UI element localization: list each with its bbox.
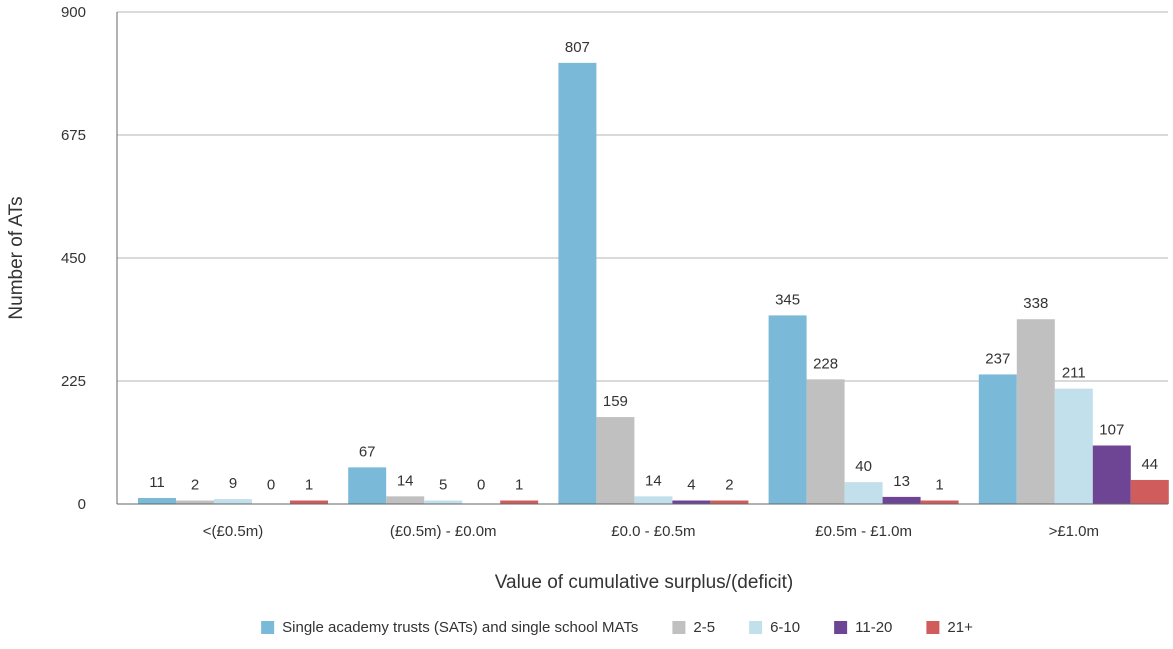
data-label: 2 [191, 477, 199, 494]
bar-1-1 [386, 496, 425, 504]
gridlines [117, 11, 1168, 382]
bar-0-4 [290, 500, 328, 504]
legend: Single academy trusts (SATs) and single … [261, 619, 973, 636]
data-label: 211 [1062, 365, 1086, 382]
y-tick-label: 900 [61, 4, 86, 21]
bar-0-1 [176, 500, 214, 504]
y-axis-title: Number of ATs [6, 196, 27, 319]
data-label: 44 [1141, 456, 1158, 473]
bars [138, 62, 1169, 505]
bar-4-2 [1054, 388, 1093, 504]
x-tick-label: >£1.0m [1049, 523, 1099, 540]
data-label: 107 [1099, 422, 1124, 439]
data-label: 0 [477, 477, 485, 494]
bar-1-4 [500, 500, 539, 504]
data-label: 1 [515, 477, 523, 494]
y-tick-label: 0 [78, 496, 86, 513]
data-label: 159 [603, 393, 628, 410]
data-label: 0 [267, 477, 275, 494]
legend-swatch [749, 621, 763, 634]
legend-label: Single academy trusts (SATs) and single … [282, 619, 638, 636]
data-label: 1 [935, 477, 943, 494]
x-tick-label: £0.5m - £1.0m [815, 523, 912, 540]
legend-swatch [834, 621, 848, 634]
legend-swatch [926, 621, 940, 634]
legend-item-0: Single academy trusts (SATs) and single … [261, 619, 638, 636]
bar-2-3 [672, 500, 711, 504]
legend-label: 6-10 [770, 619, 800, 636]
data-label: 237 [985, 350, 1010, 367]
bar-4-1 [1016, 319, 1055, 504]
data-label: 9 [229, 475, 237, 492]
legend-swatch [672, 621, 686, 634]
legend-item-4: 21+ [926, 619, 973, 636]
data-label: 228 [813, 355, 838, 372]
legend-item-1: 2-5 [672, 619, 715, 636]
data-label: 13 [893, 473, 910, 490]
bar-2-0 [558, 62, 597, 505]
data-label: 807 [565, 39, 590, 56]
bar-0-2 [214, 499, 252, 504]
x-tick-label: <(£0.5m) [203, 523, 263, 540]
data-labels: 11 2 9 0 1 67 14 5 0 1 807 159 14 4 2 345 228 40 13 1 237 338… [149, 39, 1158, 494]
legend-label: 21+ [947, 619, 973, 636]
legend-item-3: 11-20 [834, 619, 892, 636]
data-label: 4 [687, 477, 695, 494]
y-tick-label: 675 [61, 127, 86, 144]
bar-3-1 [806, 379, 845, 504]
x-tick-label: £0.0 - £0.5m [611, 523, 695, 540]
legend-label: 11-20 [855, 619, 892, 636]
data-label: 345 [775, 291, 800, 308]
bar-3-3 [882, 496, 921, 504]
bar-2-2 [634, 496, 673, 504]
bar-0-0 [138, 497, 176, 504]
bar-4-3 [1092, 445, 1131, 504]
bar-2-1 [596, 417, 635, 504]
bar-3-4 [920, 500, 959, 504]
y-tick-label: 450 [61, 250, 86, 267]
bar-3-0 [768, 315, 807, 504]
data-label: 40 [855, 458, 872, 475]
bar-4-4 [1130, 479, 1169, 504]
x-axis-title: Value of cumulative surplus/(deficit) [495, 572, 794, 593]
data-label: 67 [359, 443, 376, 460]
data-label: 5 [439, 477, 447, 494]
data-label: 14 [645, 472, 662, 489]
data-label: 14 [397, 472, 414, 489]
legend-label: 2-5 [693, 619, 715, 636]
legend-swatch [261, 621, 275, 634]
legend-item-2: 6-10 [749, 619, 800, 636]
bar-3-2 [844, 482, 883, 504]
x-tick-label: (£0.5m) - £0.0m [390, 523, 497, 540]
bar-1-2 [424, 500, 463, 504]
bar-2-4 [710, 500, 749, 504]
data-label: 11 [149, 474, 165, 491]
y-tick-label: 225 [61, 373, 86, 390]
bar-4-0 [978, 374, 1017, 504]
data-label: 1 [305, 477, 313, 494]
data-label: 2 [725, 477, 733, 494]
data-label: 338 [1023, 295, 1048, 312]
bar-1-0 [348, 467, 387, 504]
